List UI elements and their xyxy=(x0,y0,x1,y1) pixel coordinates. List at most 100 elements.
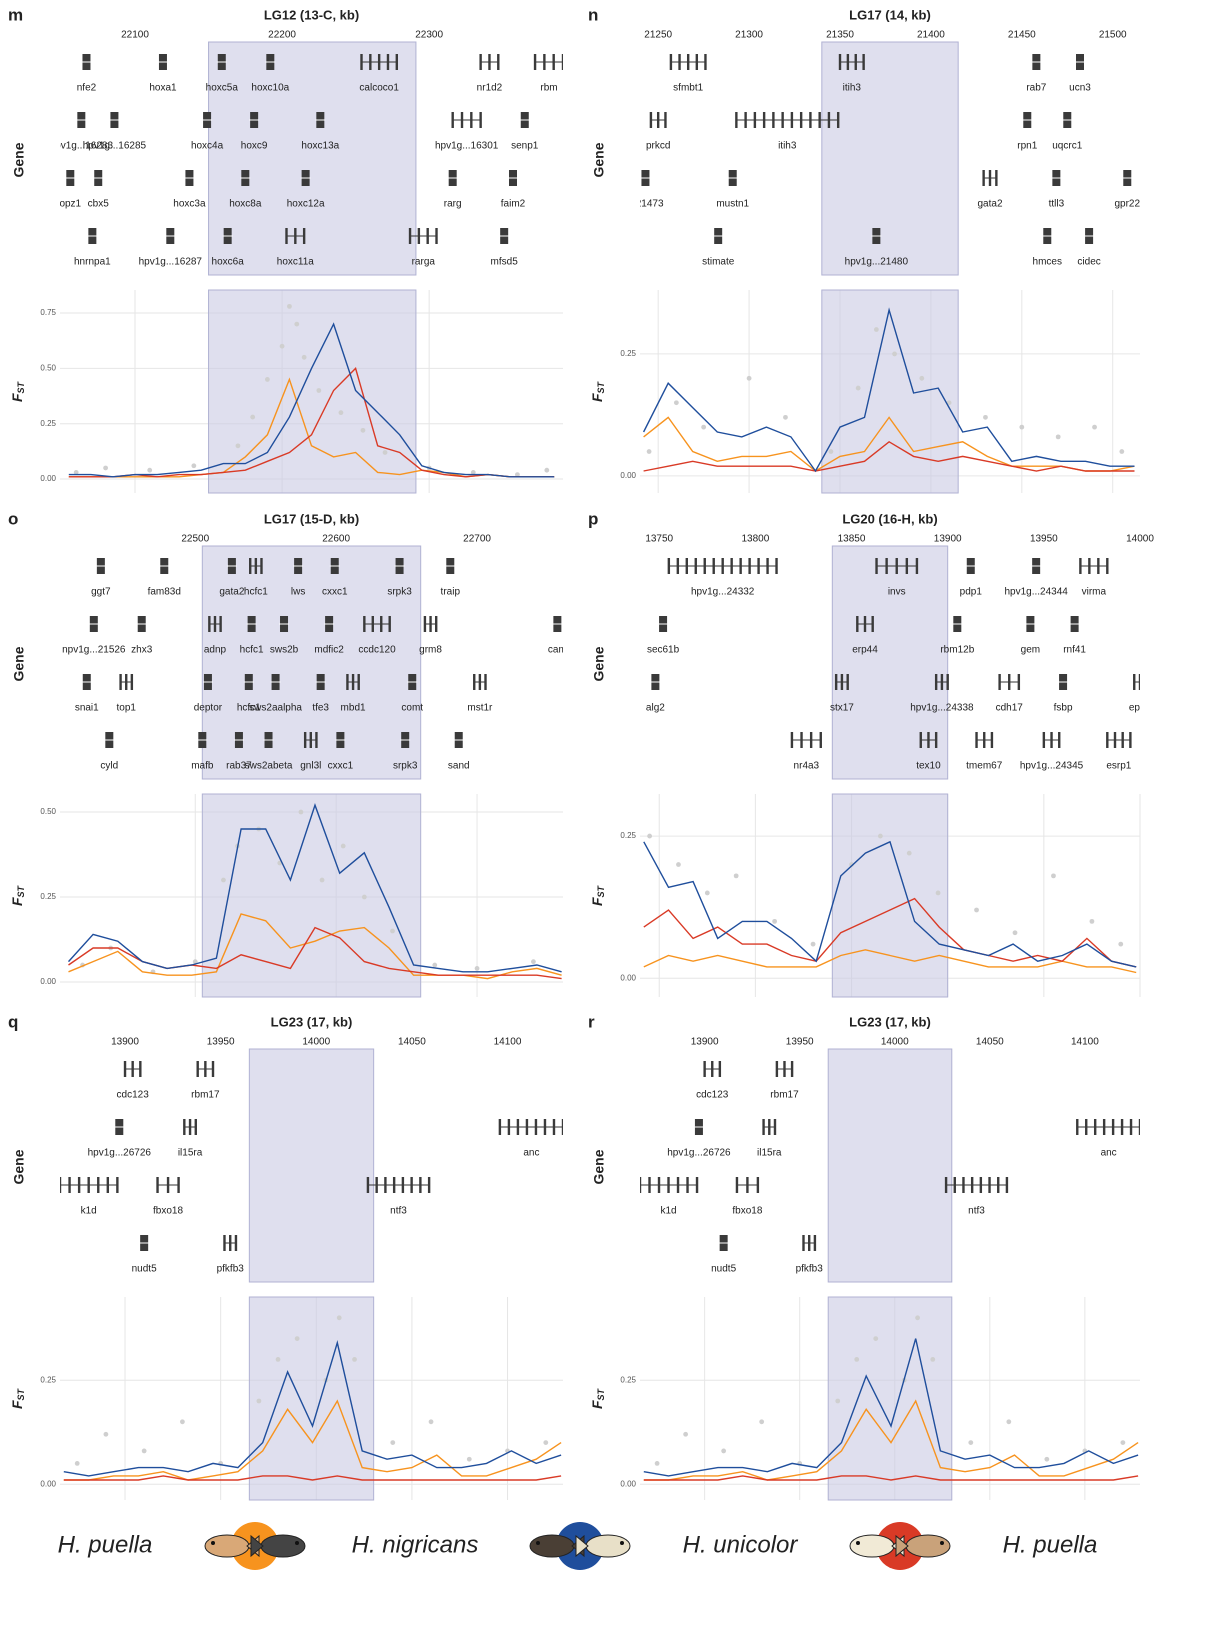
snp-point xyxy=(339,410,344,415)
snp-point xyxy=(655,1461,660,1466)
gene-label: erp44 xyxy=(852,645,878,656)
exon xyxy=(1058,732,1060,748)
gene-label: ucn3 xyxy=(1069,83,1091,94)
panel-title: LG17 (14, kb) xyxy=(849,7,931,22)
snp-point xyxy=(873,1336,878,1341)
exon xyxy=(696,1177,698,1193)
exon xyxy=(369,54,371,70)
exon xyxy=(885,558,887,574)
gene-label: tmem67 xyxy=(966,761,1003,772)
gene-axis-label: Gene xyxy=(11,142,27,177)
y-tick-label: 0.25 xyxy=(620,1375,636,1384)
gene-label: k1d xyxy=(81,1206,97,1217)
exon xyxy=(1130,1119,1132,1135)
panel-letter: q xyxy=(8,1012,18,1031)
exon xyxy=(255,558,257,574)
fish-icon xyxy=(850,1535,894,1557)
snp-point xyxy=(983,415,988,420)
exon xyxy=(124,1061,126,1077)
exon xyxy=(125,674,127,690)
highlight-region xyxy=(828,1297,952,1500)
gene-label: hoxc9 xyxy=(241,141,268,152)
exon xyxy=(935,732,937,748)
fst-axis-label: FST xyxy=(589,884,607,906)
highlight-region xyxy=(828,1049,952,1282)
gene-label: gpr22 xyxy=(1114,199,1140,210)
snp-point xyxy=(341,844,346,849)
gene-label: cxxc1 xyxy=(328,761,354,772)
y-tick-label: 0.25 xyxy=(620,831,636,840)
gene-label: esrp1 xyxy=(1106,761,1131,772)
exon xyxy=(167,1177,169,1193)
exon xyxy=(995,170,997,186)
exon xyxy=(1018,674,1020,690)
gene-axis-label: Gene xyxy=(591,142,607,177)
exon xyxy=(212,1061,214,1077)
highlight-region xyxy=(832,794,947,997)
gene-label: cam xyxy=(548,645,567,656)
gene-label: deptor xyxy=(194,703,223,714)
fish-icon xyxy=(261,1535,305,1557)
x-tick-label: 13900 xyxy=(111,1037,139,1048)
exon xyxy=(670,54,672,70)
gene-label: mafb xyxy=(191,761,214,772)
snp-point xyxy=(295,1336,300,1341)
snp-point xyxy=(390,929,395,934)
exon xyxy=(360,54,362,70)
gene-label: rbm12b xyxy=(940,645,974,656)
exon xyxy=(997,1177,999,1193)
exon xyxy=(195,1119,197,1135)
exon xyxy=(1133,674,1135,690)
gene-label: hoxc10a xyxy=(251,83,289,94)
exon xyxy=(249,558,251,574)
exon xyxy=(375,1177,377,1193)
snp-point xyxy=(701,425,706,430)
exon xyxy=(229,1235,231,1251)
snp-point xyxy=(892,352,897,357)
exon xyxy=(1094,1119,1096,1135)
gene-label: hpv1g...16301 xyxy=(435,141,499,152)
exon xyxy=(139,1061,141,1077)
gene-label: senp1 xyxy=(511,141,539,152)
exon xyxy=(544,1119,546,1135)
y-tick-label: 0.25 xyxy=(620,349,636,358)
snp-point xyxy=(236,443,241,448)
exon xyxy=(935,674,937,690)
snp-point xyxy=(759,1419,764,1424)
x-tick-label: 21500 xyxy=(1099,30,1127,41)
exon xyxy=(983,732,985,748)
gene-label: cdc123 xyxy=(696,1090,729,1101)
highlight-region xyxy=(249,1297,373,1500)
exon xyxy=(363,616,365,632)
gene-label: ...21473 xyxy=(627,199,664,210)
y-tick-label: 0.25 xyxy=(40,1375,56,1384)
exon xyxy=(810,732,812,748)
exon xyxy=(1106,558,1108,574)
snp-point xyxy=(734,873,739,878)
gene-label: rbm xyxy=(540,83,557,94)
gene-label: hoxc12a xyxy=(287,199,325,210)
exon xyxy=(927,732,929,748)
exon xyxy=(920,732,922,748)
gene-label: hoxc8a xyxy=(229,199,262,210)
fst-label-sub: ST xyxy=(16,884,26,897)
snp-point xyxy=(1019,425,1024,430)
exon xyxy=(1114,732,1116,748)
species-label: H. puella xyxy=(58,1531,153,1558)
highlight-region xyxy=(209,42,416,275)
fish-icon xyxy=(586,1535,630,1557)
snp-point xyxy=(915,1315,920,1320)
exon xyxy=(744,112,746,128)
exon xyxy=(703,1061,705,1077)
snp-point xyxy=(1090,919,1095,924)
exon xyxy=(704,54,706,70)
exon xyxy=(639,1177,641,1193)
exon xyxy=(388,616,390,632)
snp-point xyxy=(772,919,777,924)
exon xyxy=(695,558,697,574)
gene-label: sws2abeta xyxy=(245,761,293,772)
gene-label: gnl3l xyxy=(300,761,321,772)
snp-point xyxy=(1006,1419,1011,1424)
exon xyxy=(896,558,898,574)
exon xyxy=(78,1177,80,1193)
